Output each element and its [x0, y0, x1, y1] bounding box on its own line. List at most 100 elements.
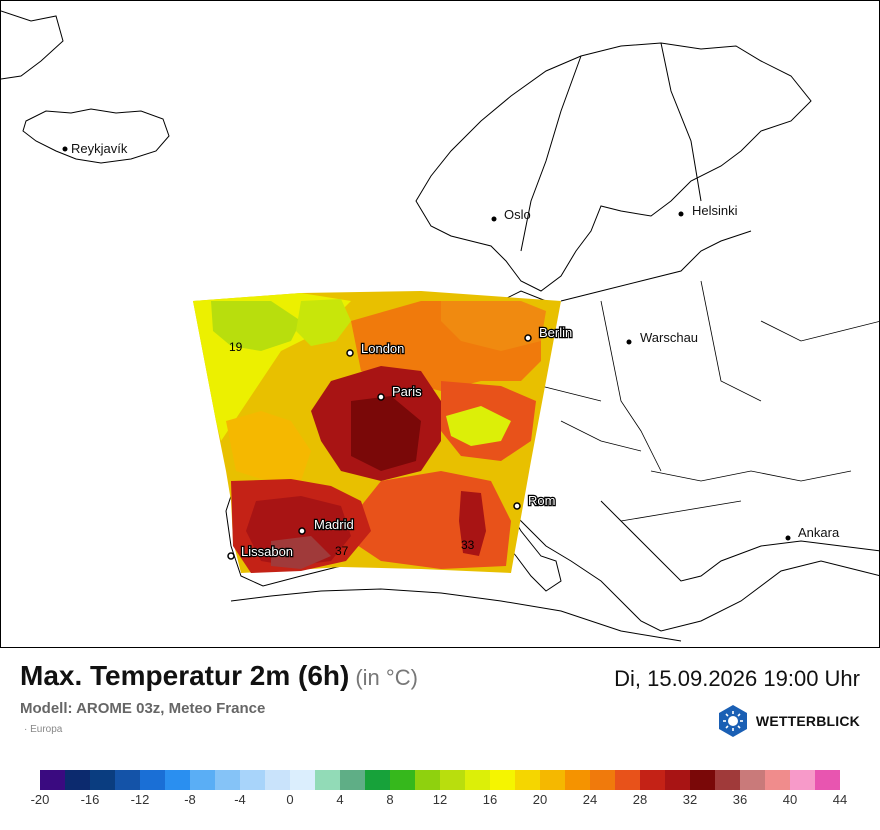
legend-swatch: [740, 770, 765, 790]
svg-text:Madrid: Madrid: [314, 517, 354, 532]
legend-swatch: [665, 770, 690, 790]
city-rom[interactable]: Rom: [513, 492, 557, 510]
city-warschau[interactable]: Warschau: [626, 330, 699, 345]
legend-tick-label: -8: [184, 792, 196, 807]
baltic-coast: [560, 230, 752, 302]
brand-logo[interactable]: WETTERBLICK: [716, 704, 860, 738]
value-labels: 19 37 33: [229, 340, 475, 558]
legend-swatch: [590, 770, 615, 790]
svg-text:Paris: Paris: [392, 384, 422, 399]
greenland-outline: [1, 10, 64, 80]
legend-swatch: [115, 770, 140, 790]
legend-swatch: [440, 770, 465, 790]
city-madrid[interactable]: Madrid: [298, 516, 355, 535]
legend-swatch: [40, 770, 65, 790]
legend-tick-label: 32: [682, 792, 698, 807]
legend-swatch: [715, 770, 740, 790]
city-helsinki[interactable]: Helsinki: [678, 203, 738, 218]
legend-swatch: [65, 770, 90, 790]
svg-text:Reykjavík: Reykjavík: [71, 141, 128, 156]
legend-swatch: [615, 770, 640, 790]
scandinavia-outline: [415, 42, 812, 292]
city-reykjavik[interactable]: Reykjavík: [62, 141, 128, 156]
svg-text:Lissabon: Lissabon: [241, 544, 293, 559]
city-oslo[interactable]: Oslo: [491, 207, 531, 222]
svg-text:Oslo: Oslo: [504, 207, 531, 222]
color-legend: [40, 770, 840, 790]
legend-tick-label: 44: [832, 792, 848, 807]
value-label-sardinia: 33: [461, 538, 475, 552]
legend-swatch: [190, 770, 215, 790]
legend-tick-label: 28: [632, 792, 648, 807]
legend-swatch: [90, 770, 115, 790]
legend-swatch: [390, 770, 415, 790]
legend-tick-label: -20: [30, 792, 50, 807]
legend-swatch: [490, 770, 515, 790]
title-text: Max. Temperatur 2m (6h): [20, 660, 350, 691]
legend-swatch: [565, 770, 590, 790]
svg-text:Helsinki: Helsinki: [692, 203, 738, 218]
region-text: Europa: [30, 724, 63, 735]
city-ankara[interactable]: Ankara: [785, 525, 840, 541]
city-paris[interactable]: Paris: [377, 383, 423, 401]
iceland-outline: [22, 108, 170, 164]
svg-text:Warschau: Warschau: [640, 330, 698, 345]
legend-swatch: [540, 770, 565, 790]
legend-swatch: [140, 770, 165, 790]
city-london[interactable]: London: [346, 340, 406, 357]
city-markers: Reykjavík Oslo Helsinki London Berlin Wa…: [62, 141, 840, 560]
region-label[interactable]: · Europa: [24, 724, 63, 735]
finland-border: [660, 42, 702, 202]
temperature-overlay: [193, 291, 561, 573]
legend-swatch: [790, 770, 815, 790]
svg-text:London: London: [361, 341, 404, 356]
legend-swatch: [465, 770, 490, 790]
africa-coast: [230, 588, 682, 642]
svg-text:Ankara: Ankara: [798, 525, 840, 540]
legend-swatch: [315, 770, 340, 790]
brand-name: WETTERBLICK: [755, 713, 860, 729]
weather-map[interactable]: Reykjavík Oslo Helsinki London Berlin Wa…: [0, 0, 880, 648]
legend-tick-label: 24: [582, 792, 598, 807]
legend-swatch: [340, 770, 365, 790]
city-lissabon[interactable]: Lissabon: [227, 543, 294, 560]
legend-tick-label: 16: [482, 792, 498, 807]
model-info: Modell: AROME 03z, Meteo France: [20, 700, 266, 717]
sweden-norway-border: [520, 55, 582, 252]
legend-swatch: [765, 770, 790, 790]
map-title: Max. Temperatur 2m (6h) (in °C): [20, 660, 418, 692]
legend-tick-label: 4: [336, 792, 344, 807]
legend-ticks: -20 -16 -12 -8 -4 0 4 8 12 16 20 24 28 32 36 40 44: [20, 792, 860, 808]
legend-tick-label: -12: [130, 792, 150, 807]
legend-swatch: [240, 770, 265, 790]
svg-text:Rom: Rom: [528, 493, 555, 508]
legend-swatch: [290, 770, 315, 790]
legend-swatch: [415, 770, 440, 790]
legend-swatch: [640, 770, 665, 790]
svg-text:Berlin: Berlin: [539, 325, 572, 340]
forecast-datetime: Di, 15.09.2026 19:00 Uhr: [614, 666, 860, 691]
city-berlin[interactable]: Berlin: [524, 324, 574, 342]
legend-tick-label: 8: [386, 792, 394, 807]
legend-swatch: [165, 770, 190, 790]
legend-swatch: [265, 770, 290, 790]
legend-tick-label: 36: [732, 792, 748, 807]
value-label-ireland: 19: [229, 340, 243, 354]
title-unit: (in °C): [355, 665, 418, 690]
legend-tick-label: 0: [286, 792, 294, 807]
legend-tick-label: -4: [234, 792, 246, 807]
legend-swatch: [365, 770, 390, 790]
legend-tick-label: 12: [432, 792, 448, 807]
legend-swatch: [690, 770, 715, 790]
legend-tick-label: 20: [532, 792, 548, 807]
map-canvas: Reykjavík Oslo Helsinki London Berlin Wa…: [1, 10, 879, 642]
legend-swatch: [215, 770, 240, 790]
value-label-spain: 37: [335, 544, 349, 558]
wetterblick-logo-icon: [718, 705, 747, 737]
legend-tick-label: -16: [80, 792, 100, 807]
borders: [520, 280, 879, 522]
balkan-coast: [600, 500, 879, 582]
legend-tick-label: 40: [782, 792, 798, 807]
legend-swatch: [815, 770, 840, 790]
legend-swatch: [515, 770, 540, 790]
